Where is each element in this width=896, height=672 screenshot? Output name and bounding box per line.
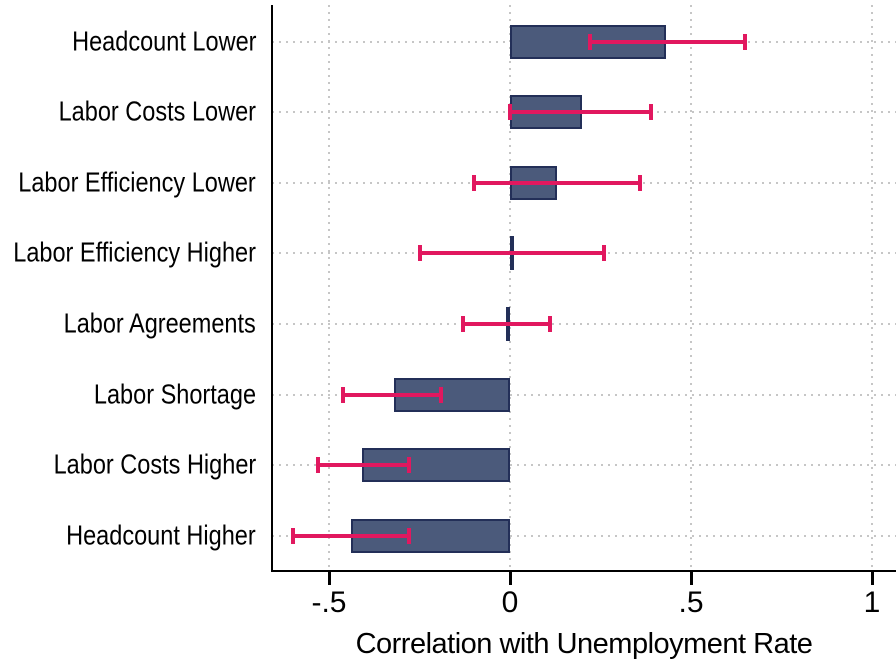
error-bar-cap-left [460, 316, 465, 333]
x-axis-line [271, 570, 896, 572]
category-label: Labor Agreements [63, 307, 256, 339]
error-bar-line [419, 251, 605, 256]
error-bar-line [589, 39, 746, 44]
x-grid-line [509, 5, 511, 570]
x-tick-label: 0 [501, 586, 519, 619]
category-label: Labor Costs Lower [58, 95, 256, 127]
category-label: Headcount Lower [71, 24, 256, 56]
x-tick-mark [508, 572, 512, 585]
y-grid-line [272, 393, 896, 396]
category-label: Labor Efficiency Lower [18, 166, 256, 198]
error-bar-cap-right [439, 386, 444, 403]
x-tick-label: .5 [678, 586, 704, 619]
error-bar-cap-left [341, 386, 346, 403]
error-bar-cap-left [508, 104, 512, 121]
error-bar-line [473, 180, 641, 185]
error-bar-cap-right [743, 33, 748, 50]
x-axis-title: Correlation with Unemployment Rate [355, 628, 813, 660]
error-bar-cap-right [406, 457, 411, 474]
error-bar-line [510, 110, 652, 115]
x-tick-mark [327, 572, 331, 585]
error-bar-cap-right [602, 245, 607, 262]
error-bar-cap-right [649, 104, 654, 121]
x-tick-label: 1 [863, 586, 881, 619]
y-grid-line [272, 534, 896, 537]
x-grid-line [690, 5, 692, 570]
y-axis-line [271, 5, 273, 572]
category-label: Headcount Higher [66, 519, 256, 551]
x-grid-line [871, 5, 873, 570]
x-grid-line [328, 5, 330, 570]
category-label: Labor Efficiency Higher [13, 236, 256, 268]
error-bar-cap-right [406, 527, 411, 544]
error-bar-cap-right [638, 174, 643, 191]
category-label: Labor Shortage [93, 378, 256, 410]
error-bar-cap-left [417, 245, 422, 262]
error-bar-cap-left [316, 457, 321, 474]
x-tick-mark [689, 572, 693, 585]
error-bar-line [462, 322, 550, 327]
category-label: Labor Costs Higher [53, 448, 256, 480]
error-bar-line [292, 533, 409, 538]
error-bar-cap-left [471, 174, 476, 191]
error-bar-line [343, 392, 442, 397]
y-grid-line [272, 323, 896, 326]
error-bar-cap-left [290, 527, 295, 544]
error-bar-cap-left [587, 33, 592, 50]
x-tick-label: -.5 [311, 586, 347, 619]
x-tick-mark [870, 572, 874, 585]
error-bar-line [318, 463, 409, 468]
y-grid-line [272, 464, 896, 467]
error-bar-cap-right [547, 316, 552, 333]
